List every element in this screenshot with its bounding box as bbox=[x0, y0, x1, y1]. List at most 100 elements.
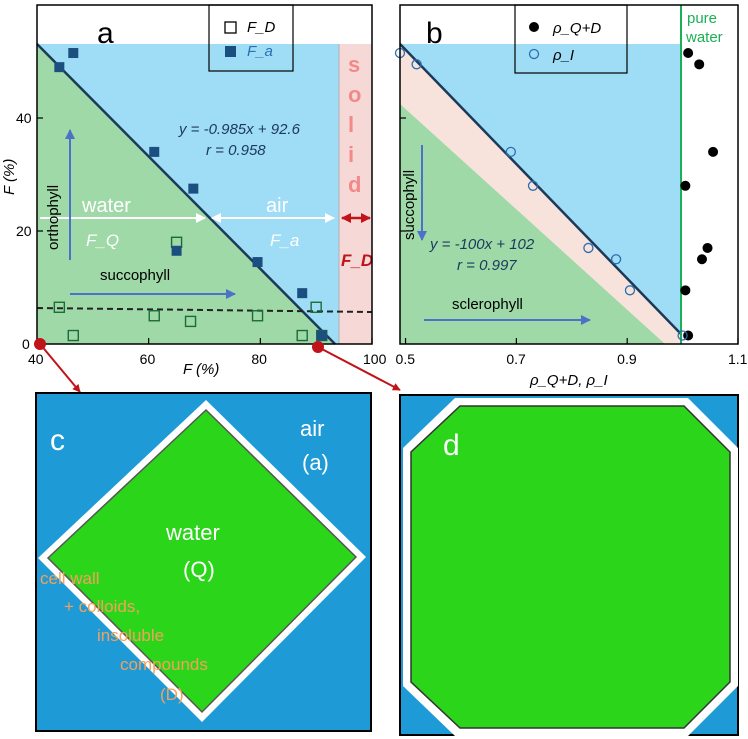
point-rho-qd bbox=[683, 330, 694, 341]
point-fa bbox=[297, 288, 308, 299]
point-rho-i bbox=[583, 242, 594, 254]
y-tick-label-a: 20 bbox=[16, 223, 32, 239]
point-rho-qd bbox=[680, 180, 691, 191]
label-water-b: water bbox=[685, 29, 723, 46]
panel-label-b: b bbox=[426, 17, 443, 50]
label-air: air bbox=[266, 195, 289, 217]
point-fd bbox=[251, 310, 264, 322]
legend-entry-rho-i: ρ_I bbox=[552, 47, 574, 64]
legend-entry-fa: F_a bbox=[247, 43, 273, 60]
water-region-b bbox=[400, 104, 665, 344]
mean-fd-line bbox=[36, 307, 373, 313]
label-succophyll-a: succophyll bbox=[100, 267, 170, 284]
point-rho-qd bbox=[680, 285, 691, 296]
diagram-c: c air (a) water (Q) cell wall + colloids… bbox=[35, 392, 372, 732]
ticks-b: 0.5 0.7 0.9 1.1 bbox=[396, 117, 748, 367]
x-axis-label-a: F (%) bbox=[183, 361, 219, 378]
point-fa bbox=[68, 48, 79, 59]
x-tick-label-b: 0.7 bbox=[506, 351, 526, 367]
point-fa bbox=[171, 245, 182, 256]
label-sclerophyll: sclerophyll bbox=[452, 296, 523, 313]
point-fd bbox=[184, 315, 197, 328]
point-rho-i bbox=[527, 180, 539, 191]
label-water: water bbox=[81, 195, 131, 217]
x-tick-label-a: 60 bbox=[140, 351, 156, 367]
fit-line-b bbox=[399, 43, 682, 335]
x-tick-label-b: 0.5 bbox=[396, 351, 416, 367]
wall-line-3: insoluble bbox=[97, 626, 164, 645]
point-fd bbox=[148, 310, 160, 322]
fit-r-a: r = 0.958 bbox=[206, 142, 266, 159]
point-fd bbox=[67, 329, 79, 342]
connector-d bbox=[317, 346, 401, 391]
point-fa bbox=[54, 62, 65, 73]
fit-equation-a: y = -0.985x + 92.6 bbox=[178, 121, 301, 138]
point-fa bbox=[188, 183, 199, 194]
point-rho-qd bbox=[696, 254, 707, 265]
label-water-c: water bbox=[165, 520, 220, 545]
legend-marker-fd bbox=[224, 21, 237, 34]
panel-label-d: d bbox=[443, 429, 460, 462]
panel-label-a: a bbox=[97, 17, 114, 50]
cell-c-water bbox=[46, 408, 358, 714]
legend-marker-rho-qd bbox=[529, 22, 539, 32]
point-rho-i bbox=[677, 330, 688, 341]
label-air-sub: F_a bbox=[270, 231, 299, 250]
solid-letter: o bbox=[348, 82, 361, 107]
diagram-d: d bbox=[399, 394, 739, 736]
solid-letter: s bbox=[348, 52, 360, 77]
point-fd bbox=[296, 329, 308, 342]
point-rho-i bbox=[610, 254, 622, 265]
x-tick-label-b: 0.9 bbox=[617, 351, 637, 367]
label-water-c-sub: (Q) bbox=[183, 557, 215, 582]
connector-c bbox=[39, 343, 81, 393]
wall-line-1: cell wall bbox=[40, 569, 100, 588]
x-axis-label-b: ρ_Q+D, ρ_I bbox=[529, 372, 608, 389]
label-air-c-sub: (a) bbox=[302, 450, 329, 475]
x-tick-label-b: 1.1 bbox=[728, 351, 748, 367]
wall-line-2: + colloids, bbox=[64, 597, 140, 616]
point-rho-i bbox=[505, 146, 516, 158]
points-a bbox=[53, 48, 328, 342]
point-rho-qd bbox=[708, 146, 719, 157]
point-fa bbox=[252, 257, 263, 268]
solid-region bbox=[339, 44, 372, 344]
point-fd bbox=[53, 301, 66, 313]
label-water-sub: F_Q bbox=[86, 231, 119, 250]
label-cell-wall: cell wall + colloids, insoluble compound… bbox=[40, 569, 208, 704]
point-rho-qd bbox=[694, 59, 705, 70]
panel-label-c: c bbox=[50, 424, 65, 457]
point-fa bbox=[149, 146, 160, 157]
fit-line-a bbox=[36, 43, 336, 345]
wall-line-4: compounds bbox=[120, 655, 208, 674]
fit-equation-b: y = -100x + 102 bbox=[429, 236, 535, 253]
solid-letter: l bbox=[348, 112, 354, 137]
point-fa bbox=[316, 330, 327, 341]
plot-frame-a bbox=[36, 4, 373, 345]
y-tick-label-a: 0 bbox=[22, 336, 30, 352]
label-pure: pure bbox=[687, 10, 717, 27]
legend-entry-fd: F_D bbox=[247, 19, 276, 36]
panel-a: a water F_Q air F_a succophyll orthophyl… bbox=[1, 4, 387, 378]
point-rho-i bbox=[624, 285, 636, 296]
solid-letter: i bbox=[348, 142, 354, 167]
legend-marker-rho-i bbox=[528, 48, 540, 60]
fit-r-b: r = 0.997 bbox=[457, 257, 517, 274]
solid-letter: d bbox=[348, 172, 361, 197]
plot-frame-b bbox=[399, 4, 739, 345]
label-air-c: air bbox=[300, 416, 324, 441]
wall-line-5: (D) bbox=[160, 685, 184, 704]
label-fd: F_D bbox=[341, 251, 373, 270]
point-fd bbox=[310, 301, 322, 313]
label-orthophyll: orthophyll bbox=[45, 185, 62, 250]
legend-marker-fa bbox=[225, 46, 236, 57]
y-axis-label-a: F (%) bbox=[1, 159, 18, 195]
panel-b: b succophyll sclerophyll y = -100x + 102… bbox=[394, 4, 748, 389]
cell-d-water bbox=[410, 405, 731, 729]
label-succophyll-b: succophyll bbox=[401, 170, 418, 240]
y-tick-label-a: 40 bbox=[16, 110, 32, 126]
point-rho-qd bbox=[683, 48, 694, 59]
x-tick-label-a: 40 bbox=[28, 351, 44, 367]
